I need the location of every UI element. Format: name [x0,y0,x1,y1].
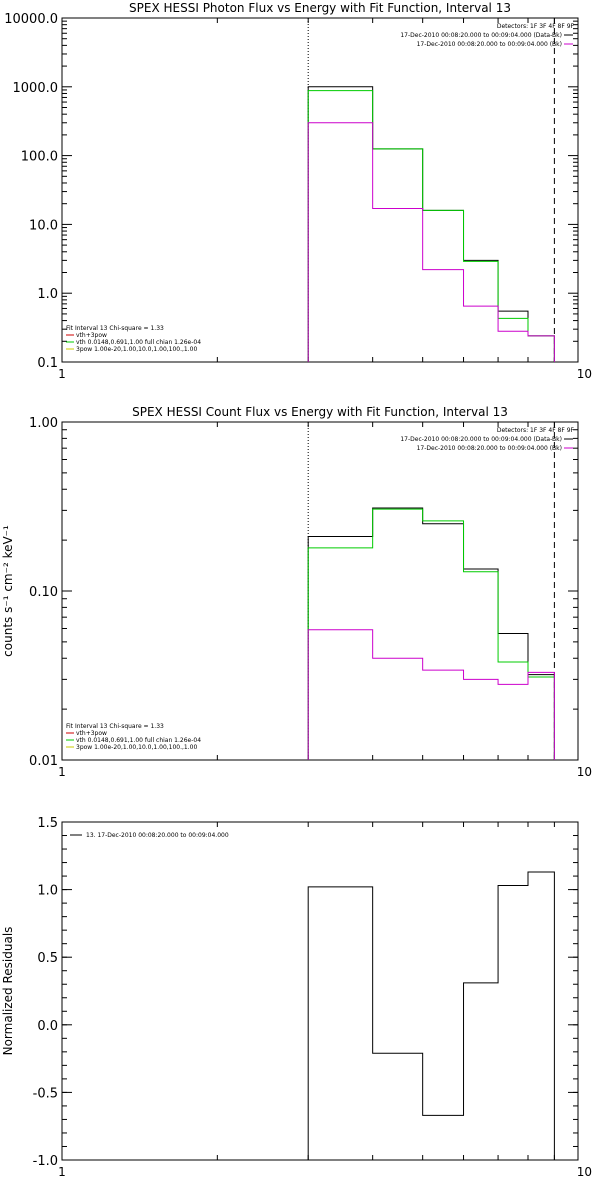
panel-2: SPEX HESSI Count Flux vs Energy with Fit… [1,405,592,779]
x-tick-label: 1 [58,367,66,381]
legend-header: Fit Interval 13 Chi-square = 1.33 [66,325,164,332]
x-tick-label: 1 [58,765,66,779]
plot-frame [61,421,579,761]
x-tick-label: 1 [58,1165,66,1179]
legend-label: 13. 17-Dec-2010 00:08:20.000 to 00:09:04… [86,832,229,839]
y-tick-label: 1.5 [37,816,58,831]
legend-label: vth+3pow [76,332,107,339]
series-1 [307,507,555,760]
y-tick-label: 1.00 [29,416,58,431]
x-tick-label: 10 [577,1165,592,1179]
legend-label: 17-Dec-2010 00:08:20.000 to 00:09:04.000… [417,41,562,48]
y-tick-label: 0.1 [37,356,58,371]
legend-label: 17-Dec-2010 00:08:20.000 to 00:09:04.000… [417,445,562,452]
series-3 [307,629,555,760]
y-tick-label: 1.0 [37,287,58,302]
detectors-label: Detectors: 1F 3F 4F 8F 9F [497,23,575,30]
series-line [307,90,555,362]
series-line [307,871,555,1160]
y-tick-label: 0.01 [29,754,58,769]
x-tick-label: 10 [577,765,592,779]
y-tick-label: 1000.0 [13,81,59,96]
legend-header: Fit Interval 13 Chi-square = 1.33 [66,723,164,730]
y-tick-label: 0.5 [37,951,58,966]
y-tick-label: -0.5 [33,1086,58,1101]
legend-label: 17-Dec-2010 00:08:20.000 to 00:09:04.000… [400,32,562,39]
panel-1: SPEX HESSI Photon Flux vs Energy with Fi… [4,1,592,381]
legend-label: 17-Dec-2010 00:08:20.000 to 00:09:04.000… [400,436,562,443]
y-axis-label: counts s⁻¹ cm⁻² keV⁻¹ [1,525,15,657]
plot-frame [61,821,579,1161]
series-2 [307,508,555,760]
panel-3: Normalized Residuals 1 10 -1.0 -0.5 0.0 0.5 1.0… [1,816,592,1179]
chart-title: SPEX HESSI Count Flux vs Energy with Fit… [132,405,508,419]
series-3 [307,122,555,362]
y-tick-label: -1.0 [33,1154,58,1169]
x-tick-label: 10 [577,367,592,381]
legend-label: 3pow 1.00e-20,1.00,10.0,1.00,100.,1.00 [76,346,197,353]
y-tick-label: 0.10 [29,585,58,600]
legend-label: 3pow 1.00e-20,1.00,10.0,1.00,100.,1.00 [76,744,197,751]
y-axis-label: Normalized Residuals [1,927,15,1056]
series-line [307,122,555,362]
series-1 [307,871,555,1160]
series-line [307,629,555,760]
series-1 [307,86,555,362]
legend-label: vth 0.0148,0.691,1.00 full chian 1.26e-0… [76,737,201,744]
legend-label: vth 0.0148,0.691,1.00 full chian 1.26e-0… [76,339,201,346]
detectors-label: Detectors: 1F 3F 4F 8F 9F [497,427,575,434]
series-line [307,508,555,760]
y-tick-label: 10.0 [29,218,58,233]
y-tick-label: 1.0 [37,884,58,899]
y-tick-label: 0.0 [37,1019,58,1034]
chart-title: SPEX HESSI Photon Flux vs Energy with Fi… [129,1,511,15]
legend-label: vth+3pow [76,730,107,737]
plot-frame [61,17,579,363]
series-line [307,86,555,362]
y-tick-label: 100.0 [21,150,58,165]
series-2 [307,90,555,362]
y-tick-label: 10000.0 [4,12,58,27]
